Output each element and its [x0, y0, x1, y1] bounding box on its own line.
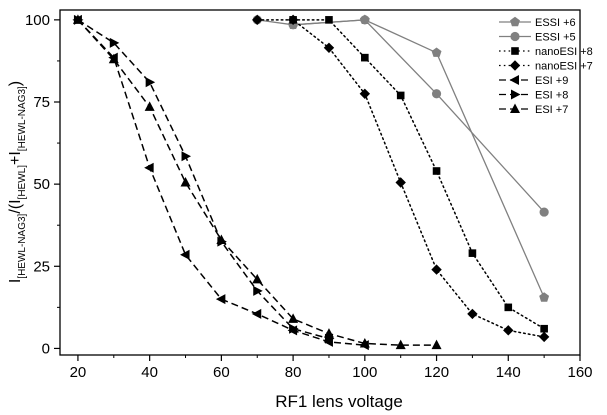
y-tick-label: 50: [33, 176, 50, 193]
data-point: [323, 328, 334, 338]
data-point: [253, 285, 263, 296]
x-tick-label: 60: [213, 364, 230, 381]
legend: ESSI +6 ESSI +5 nanoESI +8 nanoESI +7 ESI +9…: [499, 16, 593, 116]
data-point: [431, 89, 442, 99]
data-point: [503, 325, 514, 336]
x-tick-label: 160: [567, 364, 592, 381]
series-6: [72, 14, 442, 350]
data-point: [289, 323, 299, 334]
data-point: [540, 324, 548, 333]
y-tick-label: 0: [42, 340, 50, 357]
data-point: [395, 177, 406, 188]
legend-marker: [509, 75, 519, 85]
legend-label: ESSI +6: [535, 17, 576, 29]
y-tick-label: 75: [33, 94, 50, 111]
data-point: [144, 101, 155, 111]
data-point: [395, 339, 406, 350]
y-label-close: ): [7, 81, 24, 86]
legend-marker: [511, 89, 521, 100]
series-3: [252, 14, 550, 343]
data-point: [252, 14, 263, 26]
y-label-plus: +I: [7, 151, 24, 165]
legend-label: ESI +9: [535, 75, 568, 87]
data-point: [432, 167, 441, 175]
data-point: [180, 177, 191, 187]
data-point: [287, 14, 299, 26]
y-label-sub1: [HEWL-NAG3]: [17, 213, 28, 278]
x-tick-label: 120: [424, 364, 449, 381]
x-tick-label: 100: [352, 364, 377, 381]
x-axis-label: RF1 lens voltage: [275, 392, 403, 411]
legend-label: nanoESI +8: [535, 46, 593, 58]
series-line: [292, 19, 545, 330]
series-line: [293, 19, 545, 298]
data-point: [251, 308, 262, 319]
data-point: [431, 339, 442, 350]
data-point: [359, 338, 370, 348]
data-point: [431, 47, 442, 57]
data-point: [144, 162, 154, 173]
data-point: [361, 53, 369, 62]
y-tick-label: 100: [25, 12, 50, 29]
series-line: [77, 19, 330, 340]
data-point: [467, 308, 478, 320]
series-5: [73, 14, 335, 344]
data-point: [538, 331, 550, 343]
legend-label: nanoESI +7: [535, 61, 593, 73]
plot-frame: [59, 9, 581, 356]
y-label-sub2: [HEWL]: [17, 165, 28, 200]
x-tick-label: 40: [141, 364, 158, 381]
data-point: [215, 294, 226, 305]
data-point: [180, 249, 190, 260]
data-point: [216, 234, 227, 244]
y-label-mid: /(I: [7, 199, 24, 213]
y-axis-label: I[HEWL-NAG3]/(I[HEWL]+I[HEWL-NAG3]): [7, 81, 28, 283]
data-point: [323, 42, 335, 53]
data-point: [468, 249, 477, 257]
axis-ticks: 20 40 60 80 100 120 140 160 0 25 50 75 100: [25, 12, 593, 381]
data-point: [396, 91, 405, 100]
data-point: [360, 15, 370, 25]
legend-label: ESI +7: [535, 104, 568, 116]
legend-marker: [509, 60, 521, 71]
data-point: [181, 151, 192, 162]
legend-marker: [510, 16, 520, 27]
legend-marker: [511, 47, 519, 55]
data-point: [504, 303, 513, 312]
data-point: [359, 88, 371, 99]
data-point: [72, 14, 83, 24]
data-point: [539, 292, 550, 302]
data-point: [252, 273, 263, 284]
x-tick-label: 140: [496, 364, 521, 381]
data-point: [539, 207, 549, 217]
data-point: [325, 16, 333, 24]
legend-label: ESSI +5: [535, 32, 576, 44]
series-0: [288, 14, 550, 302]
y-tick-label: 25: [33, 258, 50, 275]
y-label-sub3: [HEWL-NAG3]: [17, 86, 28, 151]
data-point: [145, 77, 156, 88]
x-tick-label: 20: [70, 364, 87, 381]
series-line: [77, 19, 437, 346]
y-label-main: I: [7, 279, 24, 283]
series-4: [72, 14, 369, 351]
legend-label: ESI +8: [535, 90, 568, 102]
series-layer: [72, 14, 550, 351]
x-tick-label: 80: [285, 364, 302, 381]
legend-marker: [510, 103, 520, 113]
data-point: [288, 313, 299, 323]
legend-marker: [510, 31, 520, 42]
data-point: [108, 53, 119, 64]
data-point: [431, 264, 442, 275]
data-point: [109, 37, 120, 48]
